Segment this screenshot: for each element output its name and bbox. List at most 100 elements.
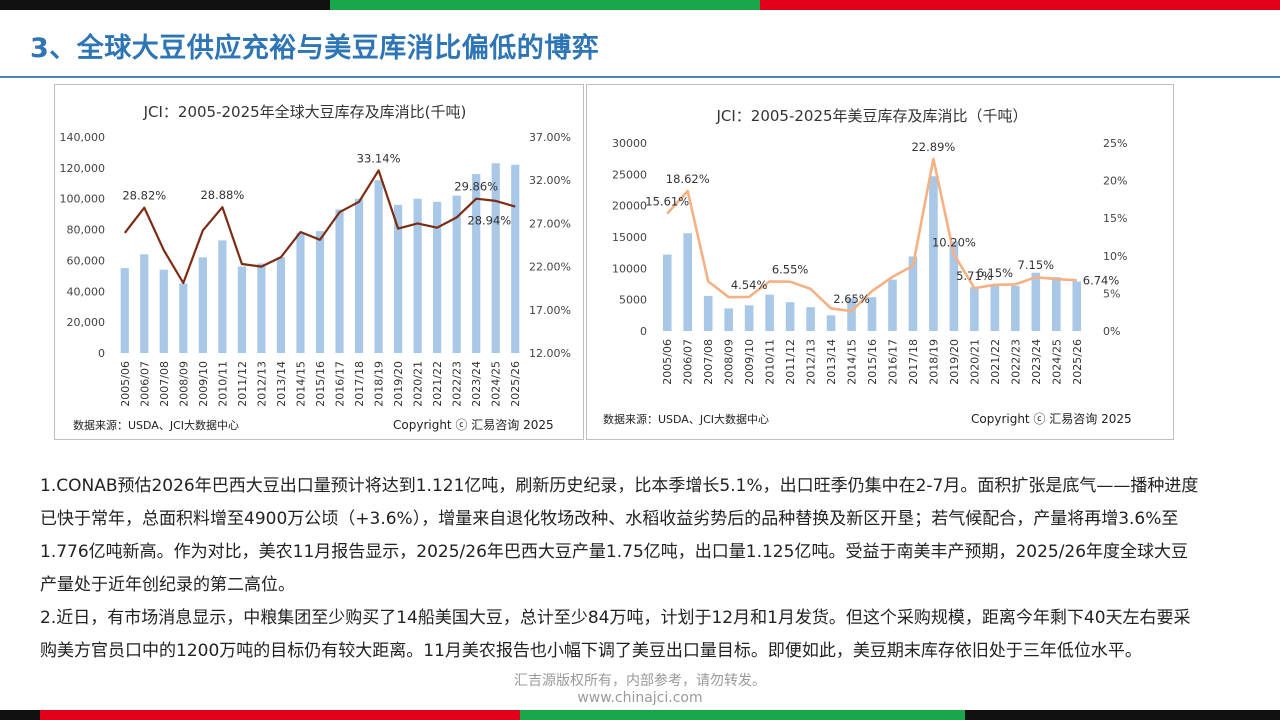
bar	[970, 287, 979, 331]
x-tick-label: 2025/26	[509, 361, 522, 407]
x-tick-label: 2023/24	[470, 361, 483, 407]
y-tick-label: 140,000	[60, 131, 106, 144]
x-tick-label: 2018/19	[927, 339, 940, 385]
y-tick-label: 100,000	[60, 193, 106, 206]
x-tick-label: 2007/08	[702, 339, 715, 385]
y-tick-label: 80,000	[67, 224, 106, 237]
x-tick-label: 2017/18	[907, 339, 920, 385]
bar	[159, 269, 168, 353]
ratio-line	[666, 157, 1077, 313]
chart-us-svg: JCI：2005-2025年美豆库存及库消比（千吨） 0 5000 10000 1500…	[603, 107, 1132, 426]
y2-tick-label: 17.00%	[529, 304, 571, 317]
bar	[413, 198, 422, 353]
bar	[315, 231, 325, 353]
data-label: 6.74%	[1083, 273, 1120, 287]
bar	[703, 295, 713, 331]
y2-tick-label: 22.00%	[529, 261, 571, 274]
bar	[198, 257, 207, 353]
bar	[1072, 281, 1082, 331]
data-label: 33.14%	[357, 151, 401, 165]
chart-global-svg: JCI：2005-2025年全球大豆库存及库消比(千吨) 0 20,000 40,00…	[60, 103, 571, 432]
bar	[867, 297, 877, 331]
stripe-black	[0, 710, 40, 720]
bar	[335, 209, 344, 353]
x-tick-label: 2024/25	[1050, 339, 1063, 385]
bar	[452, 195, 461, 353]
x-tick-label: 2016/17	[334, 361, 347, 407]
x-tick-label: 2015/16	[866, 339, 879, 385]
x-tick-label: 2009/10	[197, 361, 210, 407]
chart-global-soybean: JCI：2005-2025年全球大豆库存及库消比(千吨) 0 20,000 40,00…	[54, 84, 584, 440]
bar	[1031, 272, 1041, 331]
x-tick-label: 2013/14	[825, 339, 838, 385]
website-url[interactable]: www.chinajci.com	[577, 690, 703, 706]
stripe-green	[330, 0, 760, 10]
x-tick-label: 2021/22	[431, 361, 444, 407]
y2-tick-label: 25%	[1103, 137, 1127, 150]
x-tick-label: 2019/20	[392, 361, 405, 407]
data-label: 15.61%	[645, 195, 689, 209]
x-tick-label: 2012/13	[255, 361, 268, 407]
bar	[491, 163, 500, 353]
y2-tick-label: 15%	[1103, 212, 1127, 225]
bar	[472, 174, 481, 353]
data-label: 2.65%	[833, 292, 870, 306]
y2-tick-label: 0%	[1103, 325, 1120, 338]
x-tick-label: 2020/21	[412, 361, 425, 407]
bar	[433, 201, 442, 353]
x-tick-label: 2009/10	[743, 339, 756, 385]
chart-title: JCI：2005-2025年全球大豆库存及库消比(千吨)	[143, 103, 467, 121]
bar	[354, 198, 364, 353]
bar	[1011, 285, 1020, 331]
x-tick-label: 2025/26	[1071, 339, 1084, 385]
chart-title: JCI：2005-2025年美豆库存及库消比（千吨）	[715, 107, 1027, 125]
y-tick-label: 10000	[612, 262, 647, 275]
bar	[511, 164, 520, 353]
y-tick-label: 5000	[619, 294, 647, 307]
data-label: 6.15%	[977, 266, 1014, 280]
chart-us-soybean: JCI：2005-2025年美豆库存及库消比（千吨） 0 5000 10000 1500…	[586, 84, 1174, 440]
y2-tick-label: 27.00%	[529, 217, 571, 230]
x-tick-label: 2006/07	[138, 361, 151, 407]
x-tick-label: 2005/06	[661, 339, 674, 385]
bar	[393, 204, 403, 353]
x-tick-label: 2016/17	[886, 339, 899, 385]
data-label: 5.71%	[956, 269, 993, 283]
bottom-color-stripe	[0, 710, 1280, 720]
x-tick-label: 2017/18	[353, 361, 366, 407]
bar	[140, 254, 149, 353]
x-tick-label: 2008/09	[177, 361, 190, 407]
x-tick-label: 2019/20	[948, 339, 961, 385]
data-label: 6.55%	[772, 263, 809, 277]
bar	[847, 298, 856, 331]
y2-tick-label: 12.00%	[529, 347, 571, 360]
y-tick-label: 20000	[612, 200, 647, 213]
stripe-green	[520, 710, 965, 720]
top-color-stripe	[0, 0, 1280, 10]
stripe-red	[760, 0, 1280, 10]
stripe-red	[40, 710, 520, 720]
x-tick-label: 2014/15	[846, 339, 859, 385]
x-tick-label: 2020/21	[968, 339, 981, 385]
paragraph-2: 2.近日，有市场消息显示，中粮集团至少购买了14船美国大豆，总计至少84万吨，计…	[40, 608, 1191, 661]
x-tick-label: 2011/12	[236, 361, 249, 407]
y-tick-label: 25000	[612, 168, 647, 181]
x-tick-label: 2022/23	[1009, 339, 1022, 385]
x-tick-label: 2010/11	[764, 339, 777, 385]
bar	[826, 315, 836, 331]
data-label: 28.82%	[122, 189, 166, 203]
y2-tick-label: 32.00%	[529, 174, 571, 187]
x-tick-label: 2008/09	[723, 339, 736, 385]
analysis-text: 1.CONAB预估2026年巴西大豆出口量预计将达到1.121亿吨，刷新历史纪录…	[40, 470, 1200, 668]
bar	[218, 240, 227, 353]
stripe-black	[0, 0, 330, 10]
bar	[1051, 277, 1061, 331]
bar	[724, 308, 733, 331]
stripe-black	[965, 710, 1280, 720]
y-tick-label: 15000	[612, 231, 647, 244]
y-tick-label: 20,000	[67, 316, 106, 329]
bar	[662, 254, 672, 331]
x-tick-label: 2013/14	[275, 361, 288, 407]
bar	[990, 284, 1000, 331]
bar	[237, 266, 247, 353]
